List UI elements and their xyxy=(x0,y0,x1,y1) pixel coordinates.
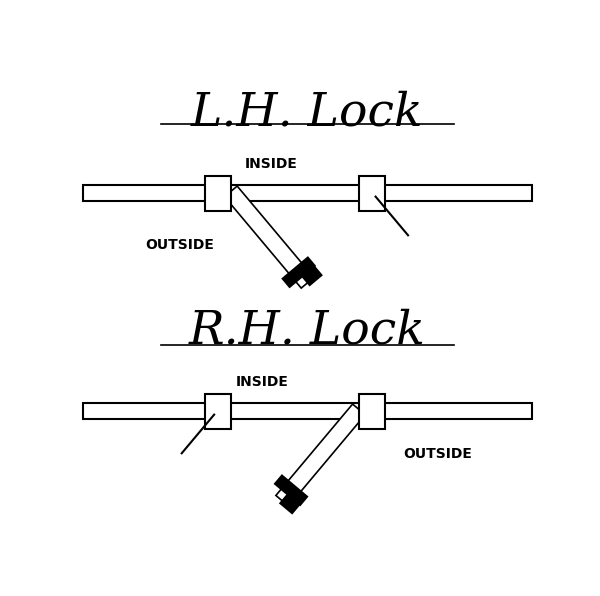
Polygon shape xyxy=(224,186,314,288)
Polygon shape xyxy=(274,474,308,507)
Polygon shape xyxy=(276,404,365,506)
Bar xyxy=(359,176,385,210)
Bar xyxy=(83,403,532,420)
Bar xyxy=(205,394,231,429)
Bar xyxy=(83,185,532,201)
Polygon shape xyxy=(301,265,323,287)
Text: OUTSIDE: OUTSIDE xyxy=(403,447,472,461)
Text: OUTSIDE: OUTSIDE xyxy=(146,238,214,252)
Text: INSIDE: INSIDE xyxy=(235,375,289,389)
Text: R.H. Lock: R.H. Lock xyxy=(189,308,426,353)
Text: INSIDE: INSIDE xyxy=(245,157,298,171)
Polygon shape xyxy=(281,256,316,288)
Bar xyxy=(205,176,231,210)
Text: L.H. Lock: L.H. Lock xyxy=(191,90,424,135)
Bar xyxy=(359,394,385,429)
Polygon shape xyxy=(279,493,301,514)
